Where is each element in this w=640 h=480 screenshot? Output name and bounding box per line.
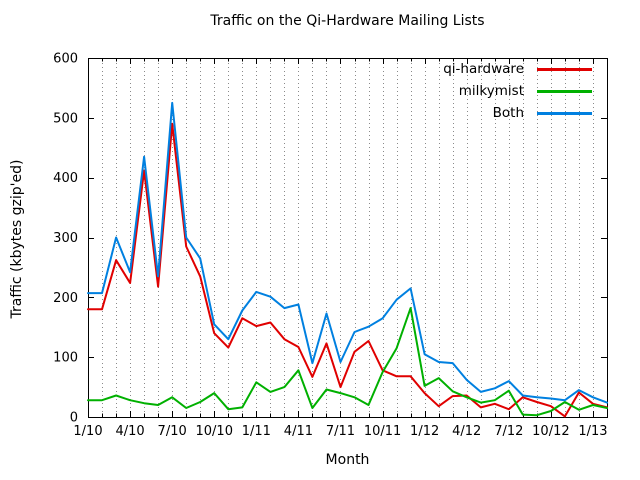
y-tick-label: 0 xyxy=(70,411,78,426)
x-tick-label: 10/12 xyxy=(532,424,569,439)
x-tick-label: 4/10 xyxy=(115,424,144,439)
y-axis-title: Traffic (kbytes gzip'ed) xyxy=(9,159,25,319)
legend-label-both: Both xyxy=(492,105,524,121)
series-line-milkymist xyxy=(87,307,608,417)
x-tick-label: 1/13 xyxy=(578,424,607,439)
series-line-qi-hardware xyxy=(87,122,608,418)
legend-line-sample-qi-hardware xyxy=(537,67,592,71)
x-tick-label: 1/12 xyxy=(410,424,439,439)
y-tick-label: 300 xyxy=(53,231,78,246)
legend-line-sample-milkymist xyxy=(537,89,592,93)
legend-label-milkymist: milkymist xyxy=(458,83,524,99)
x-tick-label: 10/10 xyxy=(196,424,233,439)
y-tick-label: 500 xyxy=(53,111,78,126)
x-tick-label: 7/11 xyxy=(326,424,355,439)
x-tick-label: 7/10 xyxy=(158,424,187,439)
x-tick-label: 4/11 xyxy=(284,424,313,439)
legend-item-milkymist: milkymist xyxy=(459,80,592,102)
legend-item-qi-hardware: qi-hardware xyxy=(443,58,592,80)
x-tick-label: 10/11 xyxy=(364,424,401,439)
legend-item-both: Both xyxy=(493,102,592,124)
x-axis-title: Month xyxy=(325,452,370,468)
legend-label-qi-hardware: qi-hardware xyxy=(443,61,524,77)
x-tick-label: 1/11 xyxy=(242,424,271,439)
series-line-Both xyxy=(87,101,608,404)
y-tick-label: 200 xyxy=(53,291,78,306)
x-tick-label: 1/10 xyxy=(73,424,102,439)
x-tick-label: 4/12 xyxy=(452,424,481,439)
legend-line-sample-both xyxy=(537,111,592,115)
y-tick-label: 400 xyxy=(53,171,78,186)
y-tick-label: 100 xyxy=(53,351,78,366)
y-tick-label: 600 xyxy=(53,52,78,67)
x-tick-label: 7/12 xyxy=(494,424,523,439)
chart-title: Traffic on the Qi-Hardware Mailing Lists xyxy=(210,13,485,29)
